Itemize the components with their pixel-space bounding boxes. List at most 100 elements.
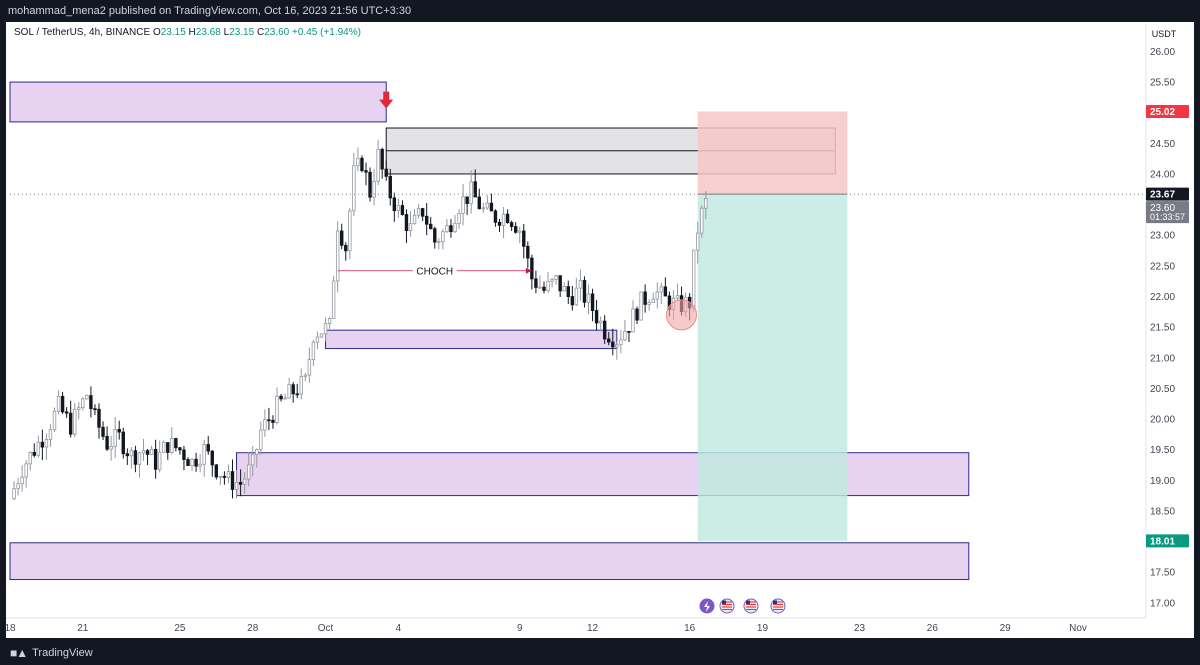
candle-body [93,408,97,411]
candle-111 [461,183,465,226]
candle-body [267,419,271,422]
candle-body [700,207,704,234]
candle-48 [206,435,210,455]
candle-15 [73,402,77,438]
candle-33 [145,448,150,466]
candle-62 [263,409,267,437]
candle-body [271,419,275,423]
candle-141 [582,276,587,308]
candle-body [279,395,283,400]
candle-body [558,275,562,292]
price-axis: USDT26.0025.5025.0024.5024.0023.5023.002… [1145,24,1189,618]
candle-112 [465,196,469,215]
candle-body [477,196,481,210]
candle-136 [562,282,566,292]
candle-140 [578,269,583,301]
candle-body [259,429,263,450]
candle-44 [190,458,194,472]
candle-47 [202,439,206,477]
candle-body [32,452,36,456]
candle-7 [40,429,45,461]
candle-71 [299,368,303,400]
candle-body [497,221,502,226]
candle-body [594,310,599,324]
candle-body [295,393,299,396]
candle-body [408,223,413,232]
candle-101 [420,207,425,221]
candle-body [263,419,267,431]
candle-125 [518,226,522,244]
candle-152 [627,330,631,342]
candle-body [372,180,376,198]
candle-body [570,296,575,306]
tv-logo-icon: ■▲ [10,646,28,660]
candle-129 [534,270,538,294]
candle-159 [655,282,659,309]
candle-134 [554,274,558,285]
candle-0 [12,481,16,501]
candle-body [348,210,352,252]
candle-body [178,447,182,451]
candle-body [101,426,105,437]
candle-63 [267,407,271,430]
candle-body [607,338,611,343]
stop-price-badge-bg [1146,104,1189,118]
candle-70 [295,383,299,399]
candle-118 [489,193,494,212]
candle-body [412,214,417,225]
candle-104 [433,226,437,249]
candle-body [145,450,150,455]
candle-body [40,441,45,448]
currency-label: USDT [1152,29,1177,39]
zone-bottom [9,542,970,581]
candle-35 [153,439,158,479]
candle-168 [691,249,696,313]
candle-6 [36,435,41,458]
candle-32 [141,438,146,461]
candle-body [611,341,615,348]
candle-body [530,257,534,280]
low-label: L [223,27,230,38]
candle-8 [44,433,49,460]
candle-28 [125,448,130,466]
candle-67 [283,393,287,400]
candle-body [691,249,696,309]
candle-body [602,320,607,340]
candle-93 [388,168,392,206]
candle-body [182,449,186,460]
candle-body [121,431,125,455]
candle-body [643,291,647,305]
candle-body [473,181,477,198]
y-tick-label: 19.50 [1150,445,1175,456]
candle-body [505,213,510,223]
current-price-badge: 23.67 [1150,190,1175,201]
candle-2 [20,465,24,492]
y-tick-label: 21.50 [1150,323,1175,334]
tradingview-logo[interactable]: ■▲ TradingView [10,642,93,665]
candle-body [210,450,214,466]
candle-95 [396,198,401,218]
candle-143 [590,288,595,322]
candle-body [56,395,61,412]
annotations-layer: CHOCH [10,91,1146,614]
candle-106 [441,228,445,250]
candle-13 [64,407,69,418]
stop-price-badge: 25.02 [1150,107,1175,118]
candle-122 [505,209,510,224]
candle-body [598,320,603,324]
candle-120 [497,218,502,233]
flag-canton [722,600,726,604]
candle-body [493,210,498,223]
candle-80 [335,221,340,293]
candle-body [635,308,639,321]
candle-body [433,228,437,243]
candle-body [449,225,453,233]
candle-91 [380,147,384,179]
stop-loss-area [697,111,848,195]
candle-155 [639,291,643,321]
candle-body [578,279,583,289]
candle-24 [109,436,113,461]
candle-59 [251,445,255,477]
target-price-badge-bg [1146,534,1189,548]
